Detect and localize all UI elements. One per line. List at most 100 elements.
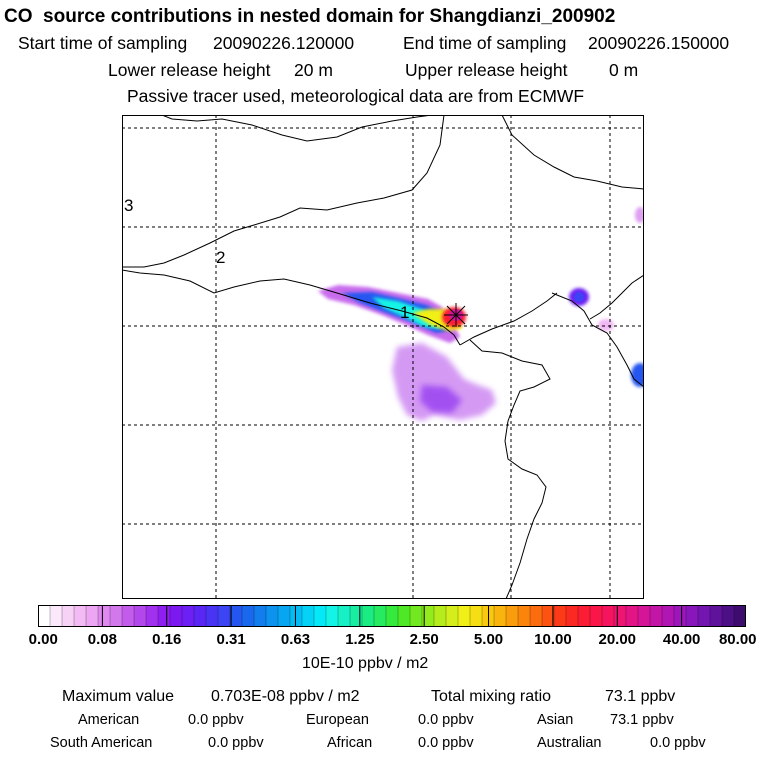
colorbar-cell — [38, 605, 51, 627]
colorbar-cell — [73, 605, 87, 627]
colorbar-cell — [709, 605, 723, 627]
colorbar-tick-label: 2.50 — [409, 631, 439, 648]
colorbar-cell — [637, 605, 651, 627]
concentration-field — [318, 207, 644, 421]
page-title: CO source contributions in nested domain… — [4, 6, 616, 27]
colorbar-frame — [38, 605, 746, 627]
contribution-name: Asian — [537, 712, 574, 728]
colorbar-cell — [433, 605, 447, 627]
colorbar-cell — [409, 605, 423, 627]
colorbar-cell — [133, 605, 147, 627]
colorbar-tick-label: 10.00 — [534, 631, 572, 648]
contribution-value: 0.0 ppbv — [650, 735, 706, 751]
colorbar-cell — [373, 605, 387, 627]
colorbar-cell — [613, 605, 627, 627]
colorbar-cell — [673, 605, 687, 627]
hotspot-east — [631, 363, 644, 387]
colorbar-cell — [169, 605, 183, 627]
star-marker — [444, 303, 468, 327]
upper-height-value: 0 m — [609, 60, 639, 80]
colorbar-cell — [337, 605, 351, 627]
colorbar-cell — [385, 605, 399, 627]
contribution-name: African — [327, 735, 373, 751]
colorbar-cell — [517, 605, 531, 627]
colorbar-cell — [721, 605, 735, 627]
colorbar-cell — [349, 605, 363, 627]
colorbar-tick-label: 0.00 — [28, 631, 58, 648]
colorbar-cell — [97, 605, 111, 627]
colorbar-cell — [205, 605, 219, 627]
contribution-name: European — [306, 712, 369, 728]
colorbar-cell — [145, 605, 159, 627]
colorbar-cell — [469, 605, 483, 627]
colorbar-cell — [589, 605, 603, 627]
domain-label-3: 3 — [124, 196, 133, 215]
colorbar-cell — [445, 605, 459, 627]
end-time-label: End time of sampling — [403, 33, 567, 53]
colorbar-cell — [277, 605, 291, 627]
coastlines-borders — [122, 115, 644, 599]
total-mixing-label: Total mixing ratio — [431, 688, 552, 705]
contribution-value: 0.0 ppbv — [418, 712, 474, 728]
colorbar-cell — [157, 605, 171, 627]
max-value: 0.703E-08 ppbv / m2 — [211, 688, 360, 705]
colorbar-cell — [49, 605, 63, 627]
colorbar-cell — [61, 605, 75, 627]
colorbar-tick-label: 80.00 — [718, 631, 757, 648]
colorbar-cell — [121, 605, 135, 627]
contribution-value: 0.0 ppbv — [208, 735, 264, 751]
colorbar-cell — [601, 605, 615, 627]
contribution-value: 73.1 ppbv — [610, 712, 674, 728]
contribution-value: 0.0 ppbv — [188, 712, 244, 728]
contribution-name: South American — [50, 735, 153, 751]
plume-core-south — [420, 385, 462, 413]
lower-height-value: 20 m — [294, 60, 333, 80]
lat-lon-grid — [122, 115, 644, 599]
colorbar-cell — [457, 605, 471, 627]
colorbar-cell — [397, 605, 411, 627]
colorbar-unit: 10E-10 ppbv / m2 — [302, 655, 429, 672]
hotspot-north-core — [574, 292, 584, 302]
upper-height-label: Upper release height — [405, 60, 568, 80]
colorbar-cell — [85, 605, 99, 627]
start-time-value: 20090226.120000 — [213, 33, 355, 53]
colorbar-tick-label: 0.31 — [216, 631, 246, 648]
colorbar-cell — [685, 605, 699, 627]
colorbar-cell — [241, 605, 255, 627]
contribution-name: Australian — [537, 735, 602, 751]
colorbar — [38, 605, 746, 627]
colorbar-tick-label: 0.63 — [280, 631, 311, 648]
colorbar-cell — [289, 605, 303, 627]
colorbar-cell — [301, 605, 315, 627]
colorbar-cell — [325, 605, 339, 627]
colorbar-cell — [109, 605, 123, 627]
colorbar-tick-label: 0.16 — [152, 631, 182, 648]
colorbar-tick-label: 20.00 — [598, 631, 637, 648]
contribution-value: 0.0 ppbv — [418, 735, 474, 751]
nested-domain-map: 3 2 1 — [122, 115, 644, 599]
colorbar-cell — [361, 605, 375, 627]
colorbar-cell — [181, 605, 195, 627]
plume-cyan — [372, 297, 440, 329]
colorbar-cell — [565, 605, 579, 627]
colorbar-cell — [661, 605, 675, 627]
colorbar-cell — [493, 605, 507, 627]
lower-height-label: Lower release height — [108, 60, 271, 80]
colorbar-tick-label: 0.08 — [87, 631, 117, 648]
colorbar-cell — [649, 605, 663, 627]
colorbar-cell — [265, 605, 279, 627]
end-time-value: 20090226.150000 — [588, 33, 730, 53]
colorbar-cell — [505, 605, 519, 627]
hotspot-ne-top — [635, 207, 644, 223]
map-frame — [122, 115, 644, 599]
colorbar-cell — [697, 605, 711, 627]
colorbar-cell — [253, 605, 267, 627]
colorbar-cell — [577, 605, 591, 627]
total-mixing-value: 73.1 ppbv — [605, 688, 676, 705]
colorbar-cell — [193, 605, 207, 627]
start-time-label: Start time of sampling — [18, 33, 188, 53]
plume-outer — [392, 343, 496, 421]
colorbar-cell — [217, 605, 231, 627]
hotspot-far-east — [598, 319, 614, 331]
domain-label-1: 1 — [400, 303, 409, 322]
